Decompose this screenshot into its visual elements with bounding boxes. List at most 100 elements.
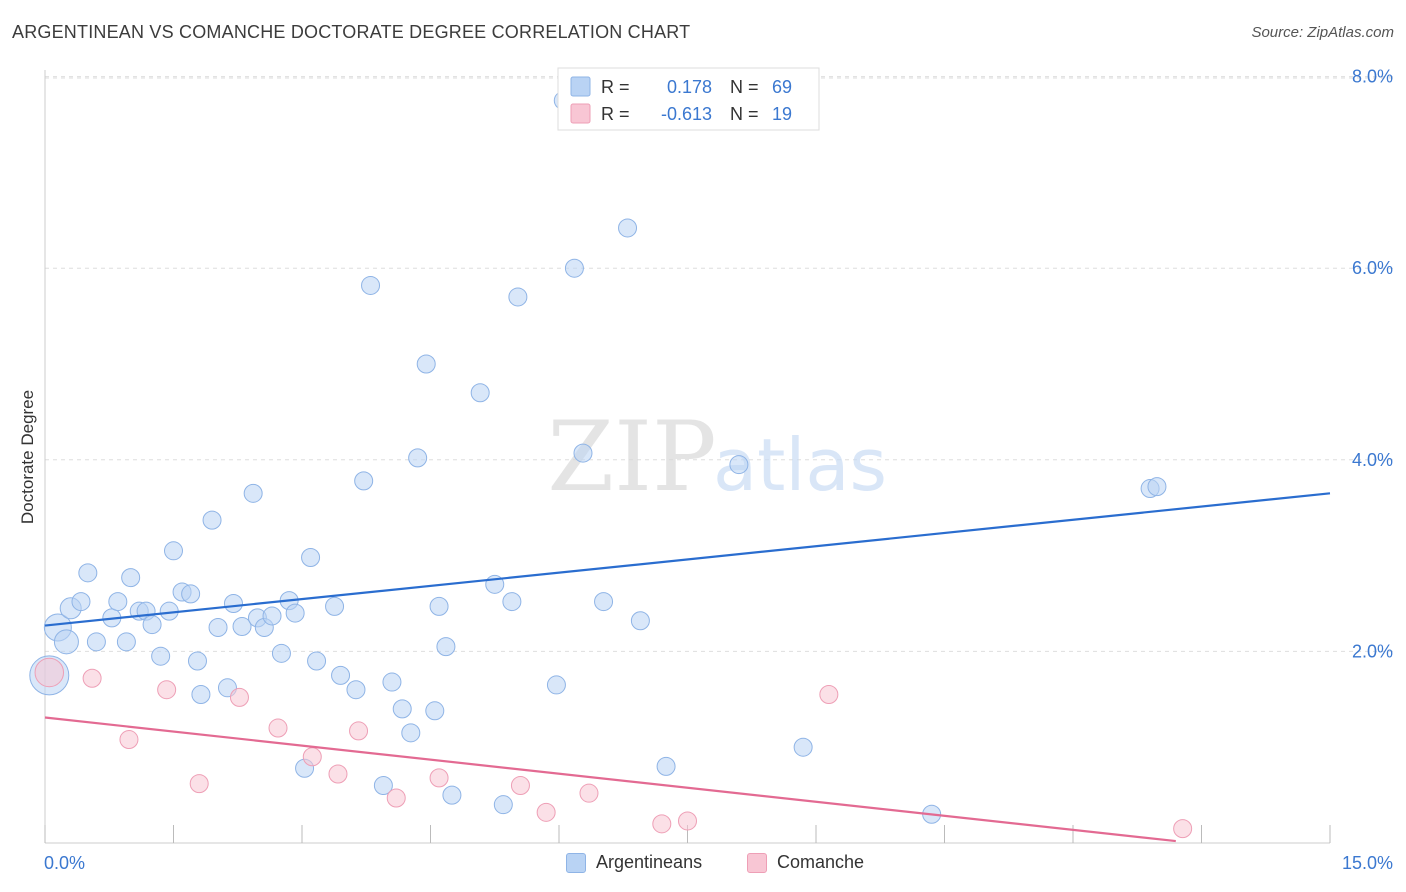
trend-line-comanche	[44, 716, 1176, 843]
point-comanche-5	[229, 687, 249, 707]
point-argentineans-63	[656, 756, 676, 776]
point-comanche-18	[1173, 819, 1193, 839]
legend-swatch-pink	[570, 103, 591, 124]
point-argentineans-62	[630, 611, 650, 631]
legend-swatch-comanche	[747, 852, 767, 873]
point-argentineans-38	[346, 680, 366, 700]
point-argentineans-21	[202, 510, 222, 530]
point-argentineans-24	[223, 594, 243, 613]
point-argentineans-60	[594, 592, 614, 612]
point-comanche-6	[268, 718, 288, 738]
point-argentineans-48	[429, 596, 449, 616]
point-argentineans-37	[331, 665, 351, 685]
point-argentineans-59	[573, 443, 593, 463]
legend-label-argentineans: Argentineans	[596, 852, 703, 872]
legend-n-label-1: N =	[730, 77, 759, 97]
point-argentineans-32	[285, 603, 305, 623]
legend-n-value-1: 69	[772, 77, 792, 97]
legend-label-comanche: Comanche	[777, 852, 865, 872]
point-argentineans-40	[361, 275, 381, 295]
point-comanche-1	[82, 668, 102, 688]
point-comanche-14	[579, 783, 599, 803]
point-argentineans-14	[151, 646, 171, 666]
point-argentineans-4	[71, 592, 91, 612]
y-axis-label: Doctorate Degree	[18, 390, 37, 524]
point-argentineans-29	[262, 606, 282, 626]
point-argentineans-65	[793, 737, 813, 757]
point-argentineans-20	[191, 685, 211, 705]
point-argentineans-55	[508, 287, 528, 307]
point-comanche-3	[157, 680, 177, 700]
point-argentineans-42	[382, 672, 402, 692]
legend-bottom: Argentineans Comanche	[0, 852, 1406, 878]
point-argentineans-41	[373, 776, 393, 796]
point-comanche-12	[510, 776, 530, 796]
point-comanche-2	[119, 730, 139, 750]
chart-title: ARGENTINEAN VS COMANCHE DOCTORATE DEGREE…	[12, 22, 691, 42]
point-comanche-15	[652, 814, 672, 834]
point-comanche-7	[302, 747, 322, 767]
chart-source: Source: ZipAtlas.com	[1251, 24, 1394, 41]
y-tick-label-3: 8.0%	[1352, 67, 1393, 87]
y-tick-label-0: 2.0%	[1352, 641, 1393, 661]
point-comanche-8	[328, 764, 348, 784]
tick-labels: 2.0% 4.0% 6.0% 8.0% 0.0% 15.0%	[44, 67, 1393, 873]
point-argentineans-68	[1147, 477, 1167, 497]
point-argentineans-19	[187, 651, 207, 671]
legend-n-value-2: 19	[772, 104, 792, 124]
point-argentineans-5	[78, 563, 98, 583]
point-argentineans-18	[181, 584, 201, 604]
point-comanche-13	[536, 802, 556, 822]
legend-item-comanche: Comanche	[747, 852, 864, 873]
x-tick-label-1: 15.0%	[1342, 853, 1393, 873]
point-argentineans-6	[86, 632, 106, 652]
point-argentineans-47	[425, 701, 445, 721]
legend-top: R = 0.178 N = 69 R = -0.613 N = 19	[557, 67, 820, 131]
point-comanche-4	[189, 774, 209, 794]
watermark-zip: ZIP	[547, 401, 716, 513]
point-comanche-10	[386, 788, 406, 808]
y-tick-label-1: 4.0%	[1352, 450, 1393, 470]
point-comanche-16	[678, 811, 697, 831]
point-argentineans-43	[392, 699, 412, 719]
point-argentineans-25	[232, 616, 252, 636]
point-argentineans-39	[354, 471, 374, 491]
point-argentineans-22	[208, 617, 228, 637]
point-argentineans-45	[408, 448, 428, 468]
point-argentineans-61	[618, 218, 638, 238]
legend-item-argentineans: Argentineans	[566, 852, 702, 873]
legend-swatch-blue	[570, 76, 591, 97]
point-comanche-11	[429, 768, 449, 788]
legend-r-value-2: -0.613	[661, 104, 712, 124]
point-argentineans-64	[729, 455, 749, 475]
point-argentineans-46	[416, 354, 436, 374]
point-argentineans-49	[436, 637, 456, 657]
trend-lines	[44, 492, 1331, 843]
point-argentineans-9	[116, 632, 136, 652]
legend-r-label-1: R =	[601, 77, 630, 97]
point-argentineans-33	[301, 548, 321, 568]
point-argentineans-44	[401, 723, 421, 743]
point-argentineans-58	[564, 258, 584, 278]
grid-lines	[45, 76, 1393, 652]
point-argentineans-2	[53, 629, 79, 655]
point-argentineans-26	[243, 483, 263, 503]
point-argentineans-10	[121, 568, 141, 588]
point-comanche-17	[819, 685, 839, 705]
legend-r-value-1: 0.178	[667, 77, 712, 97]
point-argentineans-56	[546, 675, 566, 695]
x-tick-label-0: 0.0%	[44, 853, 85, 873]
y-tick-label-2: 6.0%	[1352, 258, 1393, 278]
point-argentineans-34	[307, 651, 327, 671]
point-argentineans-30	[271, 643, 291, 663]
point-argentineans-50	[442, 785, 462, 805]
point-argentineans-36	[325, 596, 345, 616]
point-argentineans-53	[493, 795, 513, 815]
point-argentineans-8	[108, 592, 128, 612]
legend-box	[557, 67, 820, 131]
legend-swatch-argentineans	[566, 852, 586, 873]
point-argentineans-13	[142, 615, 162, 635]
point-comanche-9	[349, 721, 369, 741]
point-comanche-0	[34, 657, 65, 688]
